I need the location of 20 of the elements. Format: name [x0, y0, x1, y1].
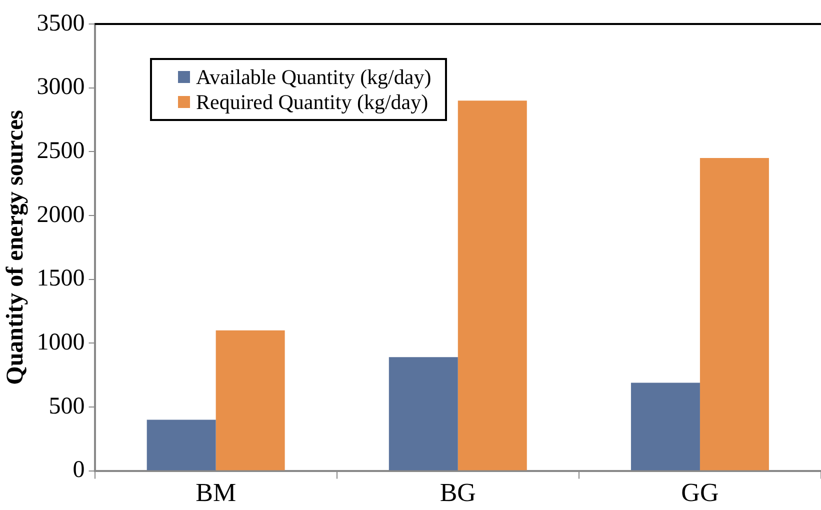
y-tick-label: 0 — [72, 457, 85, 484]
y-tick-label: 3500 — [36, 10, 85, 36]
bar — [146, 420, 216, 470]
legend-label: Required Quantity (kg/day) — [196, 90, 428, 114]
bar — [388, 357, 458, 470]
legend-label: Available Quantity (kg/day) — [196, 65, 432, 89]
y-tick-label: 2500 — [36, 138, 85, 164]
x-tick-label: BM — [196, 478, 236, 508]
y-tick-label: 3000 — [36, 74, 85, 100]
y-axis-title: Quantity of energy sources — [2, 110, 29, 385]
x-tick-label: GG — [681, 478, 719, 508]
y-tick-label: 1000 — [36, 329, 85, 356]
bar — [630, 382, 700, 470]
x-tick-label: BG — [440, 478, 476, 508]
y-tick-label: 2000 — [36, 202, 85, 228]
y-tick-label: 500 — [48, 393, 85, 420]
bar — [458, 100, 527, 470]
bar — [216, 330, 285, 470]
y-tick-label: 1500 — [36, 266, 85, 292]
bar — [700, 158, 769, 470]
